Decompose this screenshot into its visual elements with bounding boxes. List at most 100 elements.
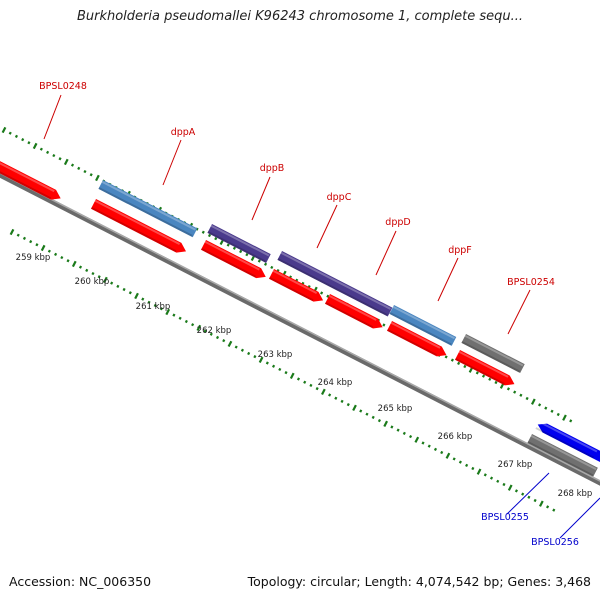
tick-mark (552, 508, 556, 512)
tick-mark (507, 484, 513, 491)
tick-mark (270, 265, 274, 270)
gene-label-leader (251, 176, 271, 221)
gene-label: dppA (171, 127, 196, 138)
gene-dppD-F (389, 305, 457, 346)
tick-mark (309, 383, 313, 388)
tick-mark (89, 173, 93, 177)
tick-mark (91, 271, 95, 276)
gene-dppA (98, 180, 198, 238)
tick-mark (97, 275, 101, 279)
tick-mark (402, 431, 406, 435)
gene-label-leader (507, 289, 531, 335)
tick-mark (58, 157, 62, 161)
gene-label: BPSL0255 (481, 512, 529, 523)
tick-mark (77, 166, 81, 170)
tick-mark (1, 126, 7, 134)
tick-mark (278, 367, 282, 372)
tick-mark (122, 287, 126, 292)
tick-mark (340, 399, 344, 404)
tick-mark (8, 131, 12, 135)
tick-mark (475, 371, 479, 375)
scale-label: 267 kbp (498, 460, 533, 470)
tick-mark (178, 316, 182, 320)
tick-mark (531, 398, 536, 405)
tick-mark (22, 236, 27, 241)
tick-mark (359, 409, 363, 413)
tick-mark (315, 387, 319, 391)
tick-mark (377, 418, 381, 423)
map-title: Burkholderia pseudomallei K96243 chromos… (76, 9, 524, 24)
tick-mark (66, 259, 70, 263)
tick-mark (54, 252, 58, 256)
tick-mark (232, 246, 236, 250)
tick-mark (539, 500, 544, 507)
tick-mark (134, 292, 139, 300)
gene-label-leader (375, 230, 397, 276)
tick-mark (569, 419, 573, 423)
gene-label: BPSL0248 (39, 81, 87, 92)
tick-mark (414, 436, 420, 443)
gene-label: dppF (448, 245, 472, 256)
tick-mark (513, 390, 517, 394)
tick-mark (296, 377, 301, 381)
tick-mark (383, 420, 389, 427)
cds-bpsl0248 (0, 157, 61, 200)
tick-mark (207, 233, 212, 238)
tick-mark (452, 457, 456, 461)
tick-mark (421, 441, 425, 445)
tick-mark (203, 329, 207, 333)
tick-mark (85, 268, 89, 272)
scale-label: 259 kbp (16, 253, 51, 263)
gene-label: dppC (327, 192, 352, 203)
tick-mark (253, 355, 257, 359)
tick-mark (70, 163, 75, 167)
tick-mark (14, 134, 19, 139)
tick-mark (496, 479, 500, 483)
tick-mark (326, 294, 330, 298)
tick-mark (488, 377, 492, 381)
gene-label-leader (559, 497, 600, 539)
tick-mark (303, 380, 307, 384)
topology-summary: Topology: circular; Length: 4,074,542 bp… (247, 574, 591, 589)
tick-mark (521, 492, 525, 496)
tick-mark (245, 253, 249, 257)
scale-label: 263 kbp (258, 350, 293, 360)
tick-mark (95, 174, 100, 182)
tick-mark (409, 434, 413, 439)
tick-mark (481, 374, 486, 378)
scale-label: 262 kbp (197, 326, 232, 336)
tick-mark (240, 348, 244, 352)
tick-mark (476, 468, 482, 475)
tick-mark (195, 227, 199, 231)
tick-mark (320, 291, 324, 295)
gene-features (0, 157, 600, 477)
tick-mark (264, 262, 268, 266)
tick-mark (458, 460, 462, 464)
tick-mark (234, 345, 238, 349)
tick-mark (444, 355, 448, 359)
backbone (0, 172, 600, 486)
tick-mark (153, 303, 157, 308)
tick-mark (116, 284, 120, 288)
scale-label: 265 kbp (378, 404, 413, 414)
tick-mark (527, 495, 531, 499)
tick-mark (365, 412, 369, 416)
tick-mark (546, 505, 550, 509)
scale-label: 260 kbp (75, 277, 110, 287)
tick-mark (396, 428, 400, 432)
gene-dppC (277, 251, 393, 317)
tick-mark (16, 233, 20, 237)
tick-mark (110, 281, 114, 285)
gene-bpsl0255 (527, 434, 598, 477)
gene-label-leader (506, 472, 550, 515)
tick-mark (258, 356, 264, 364)
cds-dppF (386, 321, 447, 357)
tick-mark (457, 361, 461, 365)
gene-dppB-shaded (207, 224, 271, 264)
tick-mark (506, 387, 510, 391)
scale-label: 261 kbp (136, 302, 171, 312)
tick-mark (209, 332, 213, 336)
tick-mark (159, 307, 164, 311)
cds-dppB (200, 240, 266, 279)
